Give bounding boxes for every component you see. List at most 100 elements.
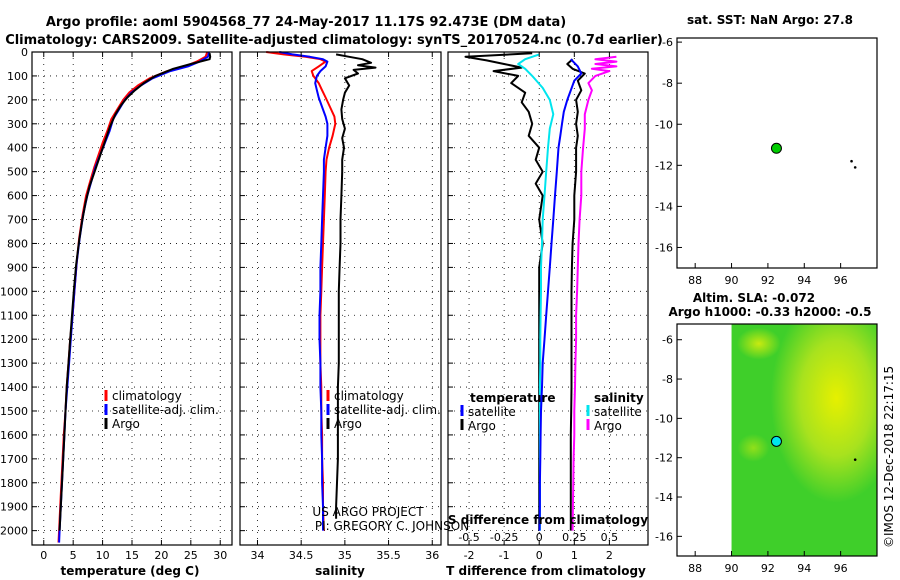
y-tick-label: 900 xyxy=(7,261,28,274)
y-tick-label: 200 xyxy=(7,94,28,107)
x-tick-label: 20 xyxy=(154,549,168,562)
sla-anomaly xyxy=(737,433,770,462)
y-tick-label: -12 xyxy=(655,159,673,172)
x-tick-label: 10 xyxy=(96,549,110,562)
y-tick-label: -10 xyxy=(655,412,673,425)
y-tick-label: -14 xyxy=(655,491,673,504)
x-tick-label: 96 xyxy=(834,274,848,287)
t-diff-x-label: T difference from climatology xyxy=(446,564,646,578)
y-tick-label: 1600 xyxy=(0,429,28,442)
y-tick-label: -10 xyxy=(655,118,673,131)
sla-map-title: Altim. SLA: -0.072 xyxy=(693,291,815,305)
y-tick-label: -16 xyxy=(655,241,673,254)
legend-title: salinity xyxy=(594,391,644,405)
y-tick-label: 400 xyxy=(7,142,28,155)
salinity-panel: 34 34.5 35 35.5 36 climatologysatellite-adj. … xyxy=(239,51,442,562)
s-tick-label: -0.25 xyxy=(490,531,518,544)
series-line-s-diff-argo xyxy=(571,55,618,531)
map-frame xyxy=(676,37,878,269)
x-tick-label: 94 xyxy=(797,562,811,575)
y-tick-label: 1200 xyxy=(0,333,28,346)
plot-frame xyxy=(447,51,649,546)
x-tick-label: 5 xyxy=(70,549,77,562)
float-track-point xyxy=(850,159,853,163)
map-frame xyxy=(676,323,878,557)
x-tick-label: 2 xyxy=(606,549,613,562)
x-tick-label: 30 xyxy=(213,549,227,562)
x-tick-label: 96 xyxy=(834,562,848,575)
s-tick-label: -0.5 xyxy=(458,531,479,544)
y-tick-label: 500 xyxy=(7,166,28,179)
imos-credit: ©IMOS 12-Dec-2018 22:17:15 xyxy=(882,366,896,548)
x-tick-label: 35.5 xyxy=(376,549,401,562)
series-line-argo xyxy=(58,53,212,531)
y-tick-label: -6 xyxy=(662,334,673,347)
temperature-panel: 0 5 10 15 20 25 300100200300400500600700800900… xyxy=(0,46,233,562)
x-tick-label: 92 xyxy=(761,562,775,575)
s-tick-label: 0.25 xyxy=(562,531,587,544)
y-tick-label: 800 xyxy=(7,237,28,250)
sst-map-panel: 88 90 92 94 96 -6 -8 -10 -12 -14 -16 xyxy=(655,36,878,287)
x-tick-label: 34.5 xyxy=(289,549,314,562)
float-track-point xyxy=(853,458,857,461)
y-tick-label: 1300 xyxy=(0,357,28,370)
float-track-point xyxy=(853,166,857,169)
y-tick-label: -16 xyxy=(655,530,673,543)
s-tick-label: 0 xyxy=(536,531,543,544)
y-tick-label: 1800 xyxy=(0,477,28,490)
x-tick-label: 1 xyxy=(571,549,578,562)
sla-map-panel: 88 90 92 94 96 -6 -8 -10 -12 -14 -16 xyxy=(655,323,878,575)
y-tick-label: 1900 xyxy=(0,501,28,514)
legend-label: satellite-adj. clim. xyxy=(334,403,441,417)
y-tick-label: 1100 xyxy=(0,309,28,322)
y-tick-label: 1700 xyxy=(0,453,28,466)
title-line-1: Argo profile: aoml 5904568_77 24-May-201… xyxy=(46,15,566,30)
y-tick-label: -8 xyxy=(662,373,673,386)
title-line-2: Climatology: CARS2009. Satellite-adjuste… xyxy=(5,33,663,48)
legend-label: Argo xyxy=(112,417,140,431)
legend-label: Argo xyxy=(594,419,622,433)
legend-label: climatology xyxy=(334,389,404,403)
temperature-x-label: temperature (deg C) xyxy=(61,564,200,578)
x-tick-label: 0 xyxy=(40,549,47,562)
x-tick-label: 94 xyxy=(797,274,811,287)
y-tick-label: -12 xyxy=(655,452,673,465)
y-tick-label: -6 xyxy=(662,36,673,49)
x-tick-label: 88 xyxy=(688,274,702,287)
legend-label: satellite xyxy=(594,405,642,419)
sla-map-subtitle: Argo h1000: -0.33 h2000: -0.5 xyxy=(668,305,871,319)
salinity-x-label: salinity xyxy=(315,564,365,578)
x-tick-label: 90 xyxy=(725,274,739,287)
s-tick-label: 0.5 xyxy=(601,531,619,544)
series-line-s-argo xyxy=(566,58,586,531)
x-tick-label: 88 xyxy=(688,562,702,575)
y-tick-label: 100 xyxy=(7,70,28,83)
y-tick-label: 1400 xyxy=(0,381,28,394)
y-tick-label: 700 xyxy=(7,214,28,227)
s-diff-x-label: S difference from climatology xyxy=(448,513,648,527)
profile-location-dot xyxy=(770,142,782,154)
difference-panel: -2 -1 0 1 2-0.5 -0.25 0 0.25 0.5temperaturesatel… xyxy=(447,51,649,562)
series-line-s-satellite xyxy=(538,58,583,531)
series-line-argo xyxy=(335,53,377,519)
series-line-climatology xyxy=(57,51,209,543)
profile-location-dot xyxy=(770,435,782,447)
x-tick-label: 35 xyxy=(338,549,352,562)
sla-anomaly xyxy=(736,327,781,360)
legend-title: temperature xyxy=(470,391,555,405)
x-tick-label: 36 xyxy=(425,549,439,562)
project-credit: US ARGO PROJECT xyxy=(312,505,424,519)
legend-label: Argo xyxy=(468,419,496,433)
y-tick-label: -8 xyxy=(662,77,673,90)
y-tick-label: -14 xyxy=(655,200,673,213)
y-tick-label: 0 xyxy=(21,46,28,59)
x-tick-label: 15 xyxy=(125,549,139,562)
y-tick-label: 1000 xyxy=(0,285,28,298)
x-tick-label: 0 xyxy=(536,549,543,562)
y-tick-label: 300 xyxy=(7,118,28,131)
pi-credit: PI: GREGORY C. JOHNSON xyxy=(315,519,469,533)
series-line-satellite-adj--clim- xyxy=(58,51,211,543)
plot-frame xyxy=(239,51,442,546)
legend-label: satellite-adj. clim. xyxy=(112,403,219,417)
